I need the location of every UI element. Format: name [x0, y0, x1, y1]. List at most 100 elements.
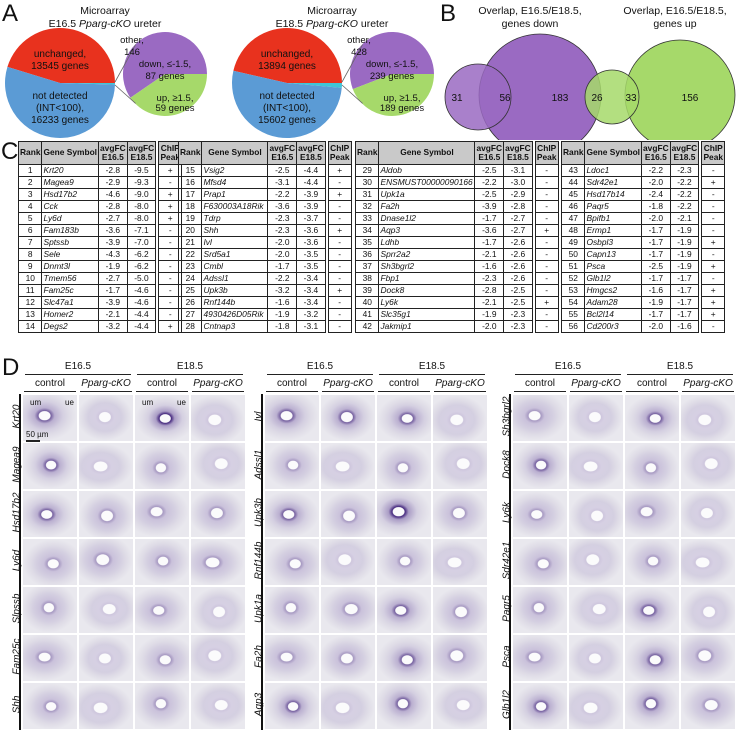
- header-text: -2.2: [677, 189, 692, 199]
- condition-label: control: [276, 378, 307, 389]
- table-row: 39 Dock8 -2.8 -2.5 -: [354, 284, 559, 297]
- header-text: -3.5: [303, 249, 319, 259]
- in-situ-image-shh: [191, 683, 245, 729]
- header-text: 21: [185, 237, 195, 247]
- header-text: Hsd17b2: [43, 189, 78, 199]
- fc-e16-cell: -2.0: [267, 236, 298, 249]
- table-row: 38 Fbp1 -2.3 -2.6 -: [354, 272, 559, 285]
- header-text: -7.0: [134, 237, 149, 247]
- gene-cell: Krt20: [41, 164, 100, 177]
- fc-e18-cell: -2.6: [503, 272, 533, 285]
- header-text: -2.6: [510, 261, 526, 271]
- header-text: -3.5: [303, 261, 319, 271]
- header-text: Fam183b: [43, 225, 79, 235]
- gene-cell: Glb1l2: [584, 272, 643, 285]
- table-row: 45 Hsd17b14 -2.4 -2.2 -: [560, 188, 726, 201]
- rank-cell: 1: [17, 164, 43, 177]
- label-ue: ue: [65, 398, 74, 407]
- gene-cell: Sptssb: [41, 236, 100, 249]
- header-text: -: [545, 261, 549, 271]
- table-row: 2 Magea9 -2.9 -9.3 -: [17, 176, 183, 189]
- chip-cell: +: [327, 224, 352, 237]
- header-text: Prap1: [203, 189, 226, 199]
- stage-label: E18.5: [176, 361, 204, 372]
- label-um: um: [30, 398, 42, 407]
- fc-e18-cell: -3.4: [296, 296, 326, 309]
- gene-table: Rank Gene Symbol avgFC E16.5 avgFC E18.5 ChIP P…: [17, 141, 183, 333]
- gene-cell: Aqp3: [378, 224, 476, 237]
- fc-e16-cell: -2.7: [98, 212, 128, 225]
- header-text: -1.6: [482, 261, 497, 271]
- chip-cell: -: [327, 248, 352, 261]
- header-text: 33: [362, 213, 372, 223]
- divider: [136, 391, 188, 392]
- header-text: 41: [362, 309, 372, 319]
- header-text: -2.8: [510, 201, 526, 211]
- header-text: Bcl2l14: [586, 309, 614, 319]
- fc-e16-cell: -2.8: [98, 200, 128, 213]
- fc-e16-cell: -2.5: [474, 164, 505, 177]
- chip-cell: -: [327, 176, 352, 189]
- header-text: -: [545, 273, 549, 283]
- chip-cell: +: [534, 296, 559, 309]
- in-situ-image-upk1a: [265, 587, 319, 633]
- in-situ-image-sh3bgrl2: [625, 395, 679, 441]
- header-text: Gene Symbol: [43, 147, 98, 158]
- fc-e18-cell: -1.7: [669, 284, 700, 297]
- fc-e18-cell: -2.3: [669, 164, 700, 177]
- header-text: +: [167, 321, 173, 331]
- in-situ-image-fa2h: [265, 635, 319, 681]
- gene-cell: Cmbl: [201, 260, 269, 273]
- gene-row-label: Ly6k: [501, 502, 513, 523]
- header-text: -1.9: [105, 261, 121, 271]
- rank-cell: 20: [177, 224, 203, 237]
- table-row: 22 Srd5a1 -2.0 -3.5 -: [177, 248, 352, 261]
- gene-cell: Sprr2a2: [378, 248, 476, 261]
- condition-label: Pparg-cKO: [571, 378, 621, 389]
- header-text: -2.5: [482, 189, 497, 199]
- header-text: 49: [568, 237, 578, 247]
- header-text: Tdrp: [203, 213, 221, 223]
- fc-e18-cell: -3.1: [296, 320, 326, 333]
- rank-cell: 49: [560, 236, 586, 249]
- rank-cell: 7: [17, 236, 43, 249]
- fc-e16-cell: -2.1: [98, 308, 128, 321]
- header-text: -2.9: [105, 177, 121, 187]
- header-text: -1.7: [482, 213, 497, 223]
- rank-cell: 56: [560, 320, 586, 333]
- chip-cell: -: [534, 188, 559, 201]
- header-text: 19: [185, 213, 195, 223]
- header-text: -2.2: [275, 273, 290, 283]
- in-situ-image-krt20: [135, 395, 189, 441]
- in-situ-image-shh: [135, 683, 189, 729]
- header-rank: Rank: [17, 141, 43, 165]
- header-text: -1.7: [648, 249, 664, 259]
- header-text: Rank: [563, 147, 584, 158]
- in-situ-image-paqr5: [681, 587, 735, 633]
- header-text: -1.7: [677, 273, 692, 283]
- header-text: Adam28: [586, 297, 618, 307]
- header-fc-e18: avgFC E18.5: [296, 141, 326, 165]
- table-row: 52 Glb1l2 -1.7 -1.7 -: [560, 272, 726, 285]
- header-text: Sprr2a2: [380, 249, 411, 259]
- in-situ-image-dock8: [569, 443, 623, 489]
- condition-label: Pparg-cKO: [81, 378, 131, 389]
- in-situ-image-aqp3: [433, 683, 487, 729]
- header-text: -: [338, 309, 342, 319]
- chip-cell: -: [701, 188, 726, 201]
- fc-e16-cell: -2.2: [474, 176, 505, 189]
- chip-cell: +: [701, 296, 726, 309]
- header-text: Gene Symbol: [586, 147, 641, 158]
- in-situ-image-rnf144b: [265, 539, 319, 585]
- header-text: -2.0: [648, 321, 664, 331]
- gene-cell: Ldhb: [378, 236, 476, 249]
- header-text: Rank: [180, 147, 201, 158]
- gene-table: Rank Gene Symbol avgFC E16.5 avgFC E18.5 ChIP P…: [354, 141, 559, 333]
- panel-label-c: C: [1, 138, 19, 165]
- rank-cell: 5: [17, 212, 43, 225]
- header-text: +: [544, 225, 550, 235]
- header-text: -3.9: [303, 201, 319, 211]
- fc-e16-cell: -3.2: [267, 284, 298, 297]
- header-text: -2.9: [510, 189, 526, 199]
- header-text: Psca: [586, 261, 606, 271]
